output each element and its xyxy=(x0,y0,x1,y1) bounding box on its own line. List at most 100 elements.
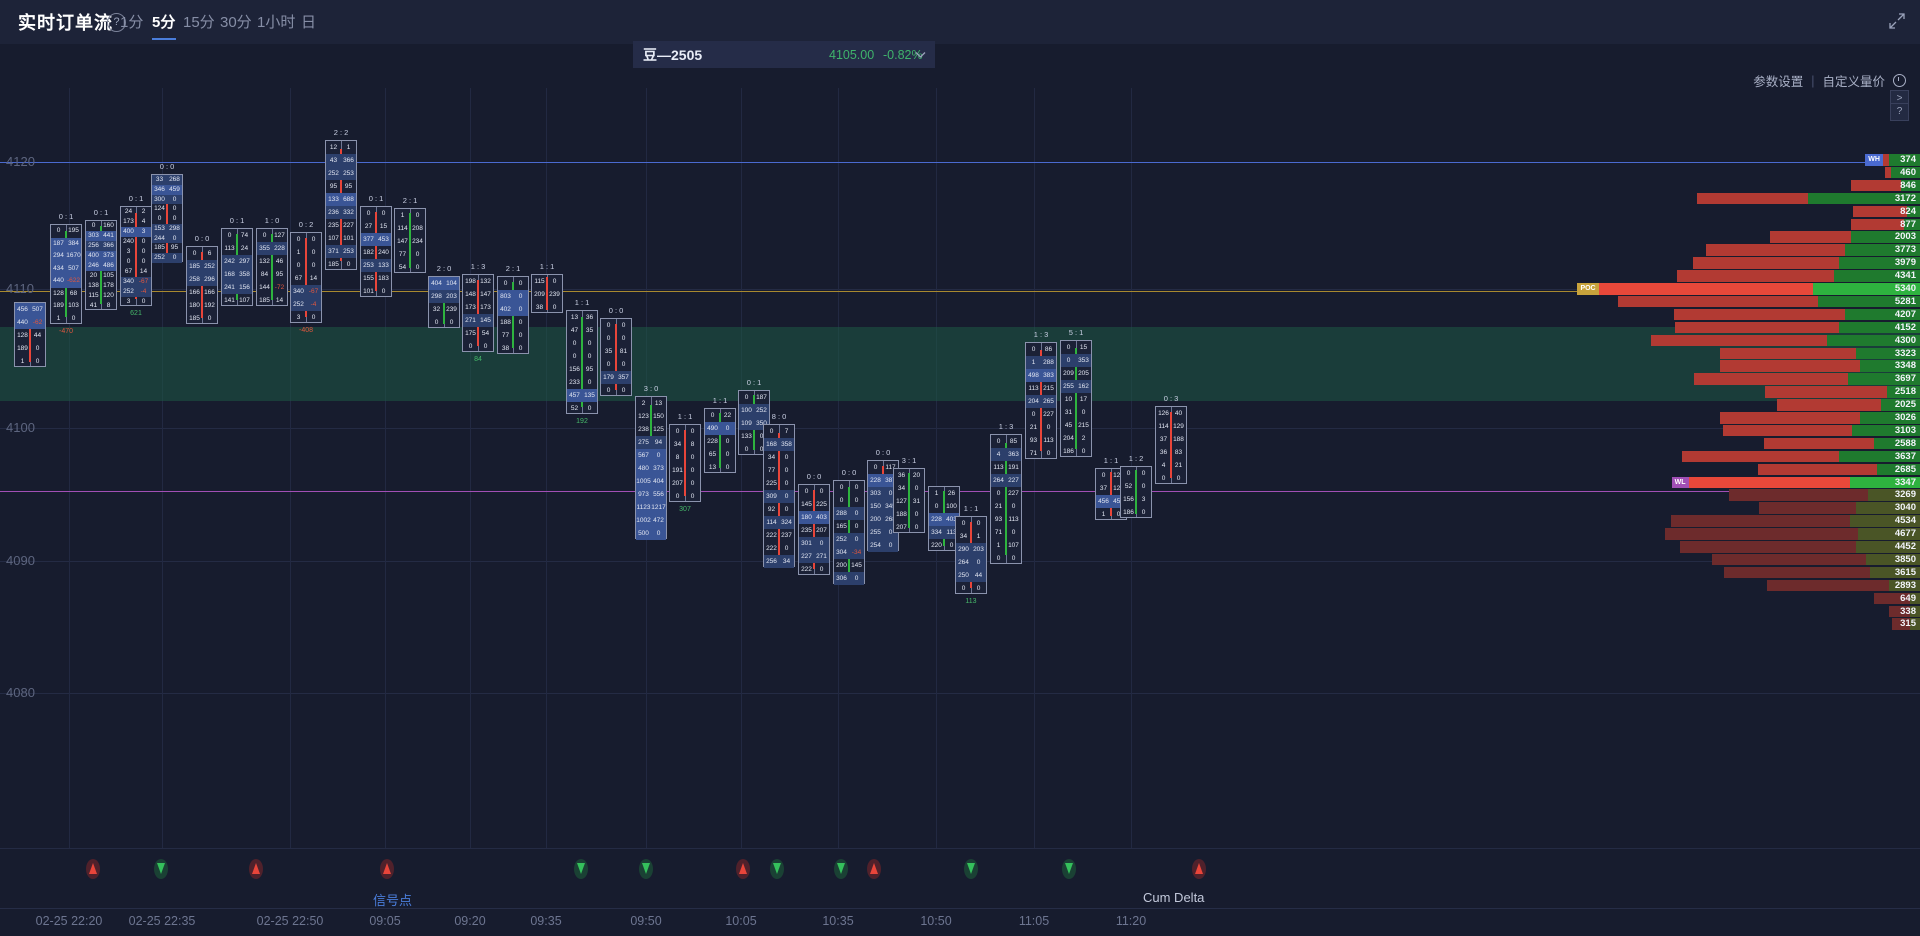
ask-volume: 0 xyxy=(651,449,666,462)
bid-volume: 127 xyxy=(894,495,909,508)
ask-volume: 0 xyxy=(513,290,528,303)
candle-delta: -408 xyxy=(291,327,321,334)
sell-volume-bar xyxy=(1759,502,1856,514)
volume-value: 824 xyxy=(1900,206,1916,218)
ask-volume: 4 xyxy=(136,217,151,227)
signal-marker-dn[interactable] xyxy=(639,859,653,879)
signal-marker-up[interactable] xyxy=(86,859,100,879)
signal-marker-dn[interactable] xyxy=(1062,859,1076,879)
chevron-down-icon[interactable] xyxy=(914,48,927,61)
timeframe-tab-2[interactable]: 15分 xyxy=(183,11,215,32)
signal-marker-up[interactable] xyxy=(1192,859,1206,879)
ask-volume: -62 xyxy=(30,316,45,329)
signal-marker-dn[interactable] xyxy=(154,859,168,879)
bid-volume: 153 xyxy=(152,224,167,234)
ask-volume: 271 xyxy=(814,550,829,563)
bid-volume: 252 xyxy=(326,167,341,180)
symbol-selector[interactable]: 豆—2505 4105.00 -0.82% xyxy=(633,41,935,68)
bid-volume: 0 xyxy=(429,316,444,329)
ask-volume: 227 xyxy=(1041,408,1056,421)
signal-marker-up[interactable] xyxy=(380,859,394,879)
timeframe-tab-4[interactable]: 1小时 xyxy=(257,11,295,32)
signal-marker-dn[interactable] xyxy=(770,859,784,879)
timeframe-tab-3[interactable]: 30分 xyxy=(220,11,252,32)
signal-marker-dn[interactable] xyxy=(964,859,978,879)
volume-value: 460 xyxy=(1900,167,1916,179)
signal-marker-dn[interactable] xyxy=(834,859,848,879)
grid-line xyxy=(0,693,1920,694)
ask-volume: 0 xyxy=(779,451,794,464)
info-icon[interactable] xyxy=(1893,74,1906,87)
timeframe-tab-1[interactable]: 5分 xyxy=(152,11,175,32)
volume-value: 3103 xyxy=(1895,425,1916,437)
sell-volume-bar xyxy=(1724,567,1871,579)
imbalance-ratio: 2 : 1 xyxy=(498,264,528,273)
bid-volume: 41 xyxy=(86,301,101,311)
expand-icon[interactable] xyxy=(1888,12,1906,30)
volume-value: 5281 xyxy=(1895,296,1916,308)
bid-volume: 38 xyxy=(498,342,513,355)
signal-marker-dn[interactable] xyxy=(574,859,588,879)
signal-marker-up[interactable] xyxy=(249,859,263,879)
timeframe-tab-0[interactable]: 1分 xyxy=(120,11,143,32)
signal-band xyxy=(0,848,1920,889)
bid-volume: 0 xyxy=(567,350,582,363)
ask-volume: 150 xyxy=(651,410,666,423)
timeframe-tab-5[interactable]: 日 xyxy=(301,11,316,32)
bid-volume: 52 xyxy=(1121,480,1136,493)
ask-volume: 0 xyxy=(136,297,151,307)
ask-volume: 105 xyxy=(101,271,116,281)
ask-volume: 7 xyxy=(779,425,794,438)
signal-marker-up[interactable] xyxy=(736,859,750,879)
signal-marker-up[interactable] xyxy=(867,859,881,879)
bid-volume: 38 xyxy=(532,301,547,314)
ask-volume: 0 xyxy=(616,358,631,371)
ask-volume: 101 xyxy=(341,232,356,245)
